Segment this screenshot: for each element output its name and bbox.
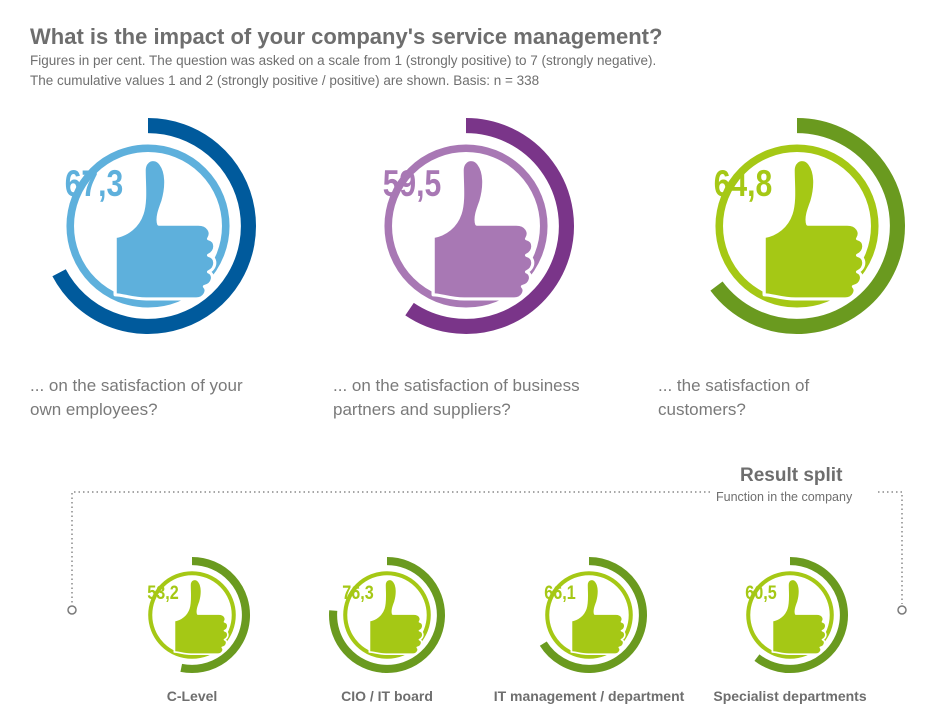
chart-title: What is the impact of your company's ser… (30, 24, 663, 49)
gauge-cio-it-board: 76,3 (329, 557, 445, 673)
question-label-line: ... the satisfaction of (658, 376, 810, 395)
gauge-it-management-value-label: 66,1 (544, 581, 575, 603)
gauge-employees-inner-ring (66, 144, 230, 308)
gauge-partners-value-arc (405, 118, 574, 334)
bracket-line-right (878, 491, 903, 604)
gauge-customers-value-label: 64,8 (714, 164, 773, 204)
gauge-employees: 67,3 (52, 118, 256, 334)
gauge-specialist-departments-thumbs-up-icon (771, 578, 827, 656)
gauge-it-management: 66,1 (539, 557, 647, 673)
gauge-specialist-departments: 60,5 (745, 557, 848, 673)
gauge-cio-it-board-value-label: 76,3 (342, 581, 373, 603)
question-label-customers: ... the satisfaction of customers? (658, 374, 918, 422)
gauge-partners-inner-ring (384, 144, 548, 308)
gauge-customers-thumbs-up-icon (762, 157, 866, 301)
gauge-cio-it-board-thumbs-up-icon (368, 578, 424, 656)
bracket-end-left (67, 605, 77, 615)
chart-subtitle-line-2: The cumulative values 1 and 2 (strongly … (30, 73, 540, 88)
gauge-c-level-category-label: C-Level (166, 688, 218, 704)
question-label-line: customers? (658, 400, 746, 419)
question-label-line: ... on the satisfaction of your (30, 376, 243, 395)
gauge-it-management-thumbs-up-icon (570, 578, 626, 656)
result-split-subtitle: Function in the company (716, 490, 853, 504)
gauge-c-level-inner-ring (148, 571, 236, 659)
gauge-c-level-thumbs-up-icon (173, 578, 229, 656)
gauge-c-level-value-arc (180, 557, 251, 673)
gauge-customers-inner-ring (715, 144, 879, 308)
gauge-cio-it-board-category-label: CIO / IT board (341, 688, 433, 704)
gauge-it-management-inner-ring (545, 571, 633, 659)
result-split-title: Result split (740, 465, 843, 486)
gauge-employees-value-arc (52, 118, 256, 334)
gauge-c-level: 53,2 (147, 557, 251, 673)
question-label-line: partners and suppliers? (333, 400, 511, 419)
gauge-c-level-value-label: 53,2 (147, 581, 178, 603)
gauge-customers: 64,8 (710, 118, 905, 334)
question-label-employees: ... on the satisfaction of your own empl… (30, 374, 290, 422)
gauge-specialist-departments-inner-ring (746, 571, 834, 659)
gauge-cio-it-board-value-arc (329, 557, 445, 673)
gauge-partners: 59,5 (383, 118, 574, 334)
gauge-partners-value-label: 59,5 (383, 164, 442, 204)
question-label-partners: ... on the satisfaction of business part… (333, 374, 593, 422)
gauge-specialist-departments-value-arc (754, 557, 848, 673)
gauge-cio-it-board-inner-ring (343, 571, 431, 659)
gauge-employees-thumbs-up-icon (113, 157, 217, 301)
gauge-specialist-departments-category-label: Specialist departments (713, 688, 867, 704)
gauge-employees-value-label: 67,3 (65, 164, 124, 204)
chart-subtitle-line-1: Figures in per cent. The question was as… (30, 53, 657, 68)
gauge-partners-thumbs-up-icon (431, 157, 535, 301)
gauge-it-management-category-label: IT management / department (493, 688, 685, 704)
gauge-it-management-value-arc (539, 557, 647, 673)
question-label-line: ... on the satisfaction of business (333, 376, 580, 395)
gauge-specialist-departments-value-label: 60,5 (745, 581, 776, 603)
question-label-line: own employees? (30, 400, 158, 419)
bracket-end-right (897, 605, 907, 615)
gauge-customers-value-arc (710, 118, 905, 334)
